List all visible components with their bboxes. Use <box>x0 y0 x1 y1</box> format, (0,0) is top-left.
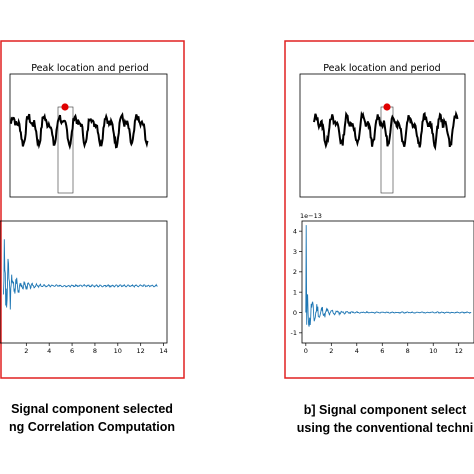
x-tick-label: 14 <box>159 347 167 355</box>
x-tick-label: 6 <box>380 347 384 355</box>
x-tick-label: 12 <box>455 347 463 355</box>
chart-b-signal-line <box>313 110 459 151</box>
chart-a-bottom: 2 4 6 8 10 12 14 <box>0 220 168 355</box>
x-tick-label: 6 <box>70 347 74 355</box>
caption-a-line2: ng Correlation Computation <box>9 420 175 434</box>
x-tick-label: 12 <box>137 347 145 355</box>
x-tick-label: 8 <box>93 347 97 355</box>
chart-a-bottom-axes <box>0 220 168 344</box>
x-tick-label: 0 <box>304 347 308 355</box>
chart-b-series-line <box>305 225 472 327</box>
chart-a-top: Peak location and period <box>9 63 168 198</box>
y-tick-label: 0 <box>293 309 297 317</box>
chart-a-signal-line <box>10 111 149 151</box>
chart-b-top: Peak location and period <box>299 63 466 198</box>
chart-a-x-ticks: 2 4 6 8 10 12 14 <box>24 343 168 355</box>
y-tick-label: 4 <box>293 227 297 235</box>
x-tick-label: 4 <box>355 347 359 355</box>
chart-b-offset-label: 1e−13 <box>300 212 322 220</box>
panel-a-frame <box>0 40 185 379</box>
chart-b-top-axes <box>299 73 466 198</box>
x-tick-label: 2 <box>329 347 333 355</box>
chart-b-peak-marker <box>383 103 391 111</box>
caption-b-line2: using the conventional techni <box>297 421 473 435</box>
panel-b-frame <box>284 40 474 379</box>
chart-a-top-axes <box>9 73 168 198</box>
x-tick-label: 4 <box>47 347 51 355</box>
chart-a-series-line <box>2 239 158 310</box>
y-tick-label: -1 <box>291 329 297 337</box>
caption-b-line1: b] Signal component select <box>304 403 467 417</box>
chart-b-top-title: Peak location and period <box>323 63 440 74</box>
y-tick-label: 3 <box>293 248 297 256</box>
caption-a-line1: Signal component selected <box>11 402 173 416</box>
x-tick-label: 8 <box>406 347 410 355</box>
x-tick-label: 2 <box>24 347 28 355</box>
x-tick-label: 10 <box>429 347 437 355</box>
chart-b-bottom-axes <box>301 220 474 344</box>
x-tick-label: 10 <box>114 347 122 355</box>
y-tick-label: 2 <box>293 268 297 276</box>
chart-a-top-title: Peak location and period <box>31 63 148 74</box>
chart-a-peak-marker <box>61 103 69 111</box>
y-tick-label: 1 <box>293 288 297 296</box>
